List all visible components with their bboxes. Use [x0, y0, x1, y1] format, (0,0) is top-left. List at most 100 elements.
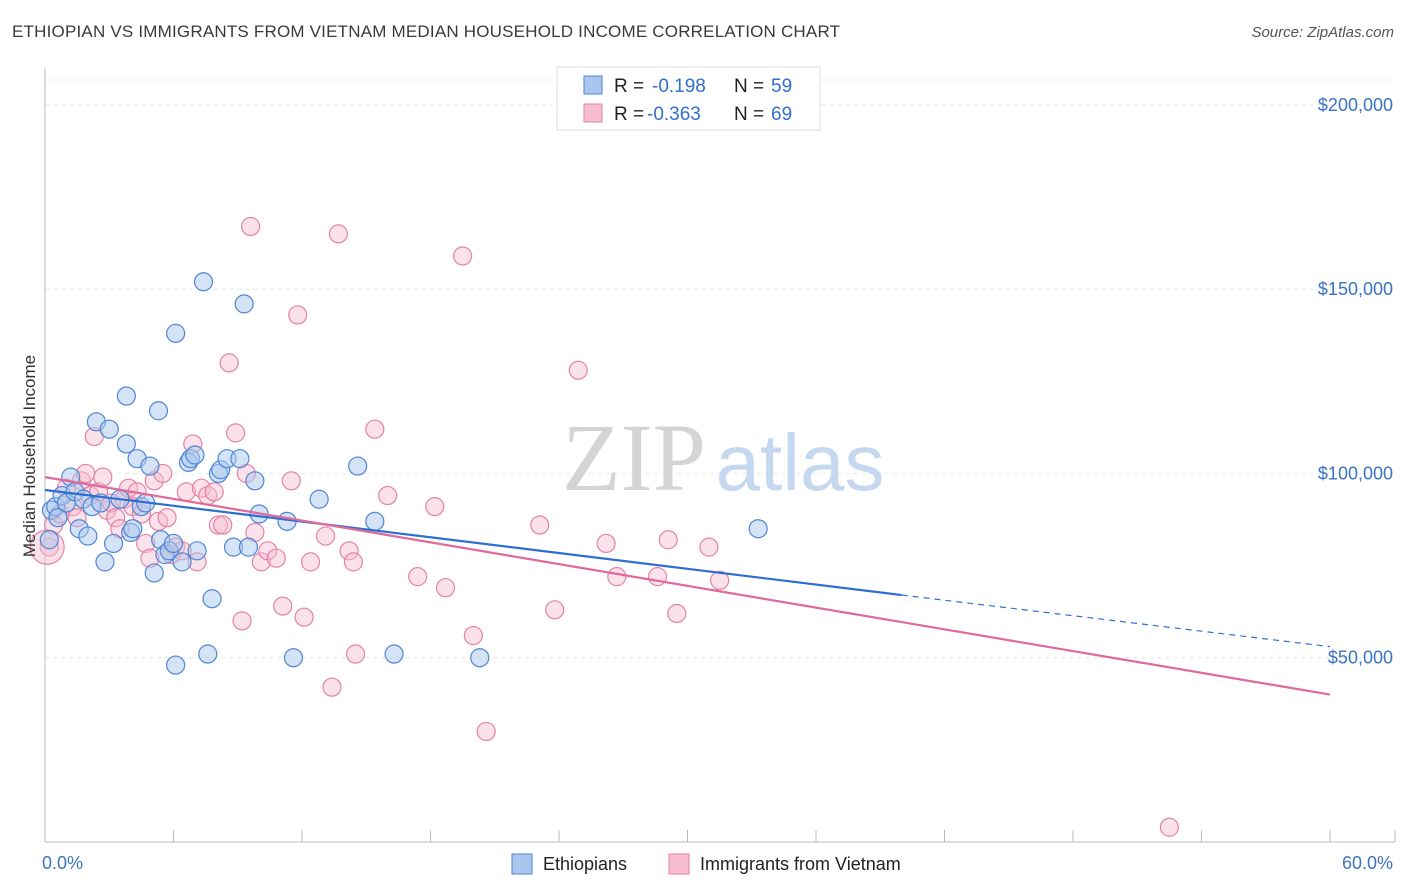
- vietnam-point: [408, 567, 428, 587]
- vietnam-point: [266, 548, 286, 568]
- ethiopian-point: [116, 386, 136, 406]
- vietnam-point: [476, 721, 496, 742]
- vietnam-point: [425, 497, 445, 517]
- ethiopian-point: [39, 530, 59, 550]
- vietnam-trend-line: [44, 476, 1331, 696]
- legend-swatch-ethiopians: [583, 75, 603, 95]
- vietnam-point: [315, 526, 336, 546]
- legend-r-label: R =: [614, 76, 644, 97]
- ethiopian-point: [116, 434, 136, 454]
- legend-n-label: N =: [734, 76, 764, 97]
- vietnam-point: [607, 567, 627, 587]
- vietnam-point: [1159, 817, 1179, 837]
- vietnam-point: [435, 578, 456, 598]
- vietnam-point: [568, 360, 588, 380]
- legend-box: R = -0.198 N = 59 R = -0.363 N = 69: [556, 66, 821, 131]
- ethiopians-trend-line: [44, 488, 902, 597]
- vietnam-point: [241, 216, 261, 237]
- series-ethiopians-points: [39, 272, 768, 675]
- vietnam-point: [453, 246, 473, 266]
- bottom-legend-vietnam: Immigrants from Vietnam: [700, 854, 901, 874]
- watermark-zip: ZIP: [562, 404, 706, 511]
- ethiopian-point: [185, 445, 205, 465]
- ethiopian-point: [95, 552, 115, 572]
- ethiopian-point: [202, 589, 222, 609]
- trend-lines: [44, 476, 1331, 696]
- series-vietnam-points: [29, 216, 1179, 837]
- ethiopian-point: [230, 449, 250, 469]
- bottom-legend-ethiopians: Ethiopians: [543, 854, 627, 874]
- vietnam-point: [93, 467, 113, 487]
- vietnam-point: [328, 224, 349, 244]
- y-axis-label: Median Household Income: [20, 355, 39, 557]
- x-tick-label: 60.0%: [1342, 853, 1393, 873]
- vietnam-point: [667, 603, 687, 624]
- ethiopian-point: [166, 655, 186, 675]
- vietnam-point: [345, 644, 366, 664]
- vietnam-point: [157, 508, 177, 528]
- ethiopian-point: [140, 456, 160, 476]
- y-tick-labels: $50,000 $100,000 $150,000 $200,000: [1318, 95, 1393, 668]
- bottom-legend-swatch-vietnam: [668, 853, 690, 875]
- bottom-legend-swatch-ethiopians: [511, 853, 533, 875]
- ethiopian-point: [234, 294, 254, 314]
- vietnam-point: [343, 552, 363, 572]
- vietnam-point: [322, 677, 342, 697]
- x-tick-label: 0.0%: [42, 853, 83, 873]
- watermark: ZIP atlas: [562, 404, 884, 511]
- vietnam-point: [273, 596, 293, 616]
- x-tick-labels: 0.0% 60.0%: [42, 853, 1393, 873]
- ethiopian-point: [748, 519, 768, 539]
- ethiopian-point: [245, 471, 265, 491]
- ethiopian-point: [123, 519, 143, 539]
- legend-r-label: R =: [614, 104, 644, 125]
- ethiopian-point: [48, 508, 68, 528]
- ethiopian-point: [238, 537, 259, 557]
- chart-source: Source: ZipAtlas.com: [1251, 24, 1394, 41]
- ethiopian-point: [187, 541, 207, 561]
- ethiopians-trend-extension: [901, 594, 1331, 648]
- vietnam-point: [596, 533, 616, 554]
- vietnam-point: [213, 515, 233, 535]
- legend-r-value: -0.198: [652, 76, 706, 97]
- vietnam-point: [710, 570, 730, 590]
- ethiopian-point: [172, 552, 192, 572]
- vietnam-point: [365, 419, 385, 439]
- ethiopian-point: [103, 533, 124, 554]
- vietnam-point: [463, 625, 483, 646]
- legend-n-label: N =: [734, 104, 764, 125]
- y-tick-label: $200,000: [1318, 95, 1393, 115]
- ethiopian-point: [309, 489, 329, 509]
- ethiopian-point: [198, 644, 218, 664]
- ethiopian-point: [365, 511, 385, 531]
- ethiopian-point: [99, 419, 119, 439]
- legend-r-value: -0.363: [647, 104, 701, 125]
- ethiopian-point: [166, 323, 186, 343]
- chart-title: ETHIOPIAN VS IMMIGRANTS FROM VIETNAM MED…: [12, 22, 841, 41]
- ethiopian-point: [78, 526, 98, 546]
- vietnam-point: [378, 485, 398, 506]
- ethiopian-point: [283, 648, 304, 668]
- legend-n-value: 59: [771, 76, 792, 97]
- vietnam-point: [699, 537, 719, 557]
- y-tick-label: $150,000: [1318, 279, 1393, 299]
- vietnam-point: [219, 353, 239, 373]
- legend-n-value: 69: [771, 104, 792, 125]
- vietnam-point: [339, 541, 359, 561]
- vietnam-point: [106, 508, 126, 528]
- vietnam-point: [204, 482, 224, 502]
- vietnam-point: [530, 515, 550, 535]
- vietnam-point: [288, 305, 308, 325]
- ethiopian-point: [470, 648, 490, 668]
- vietnam-point: [658, 530, 678, 550]
- ethiopian-point: [163, 533, 184, 554]
- vietnam-point: [226, 423, 246, 443]
- vietnam-point: [208, 515, 229, 535]
- watermark-atlas: atlas: [716, 418, 885, 507]
- vietnam-point: [251, 552, 271, 572]
- ethiopian-point: [348, 456, 368, 476]
- legend-swatch-vietnam: [583, 103, 603, 123]
- vietnam-point: [232, 611, 252, 631]
- ethiopian-point: [193, 272, 214, 292]
